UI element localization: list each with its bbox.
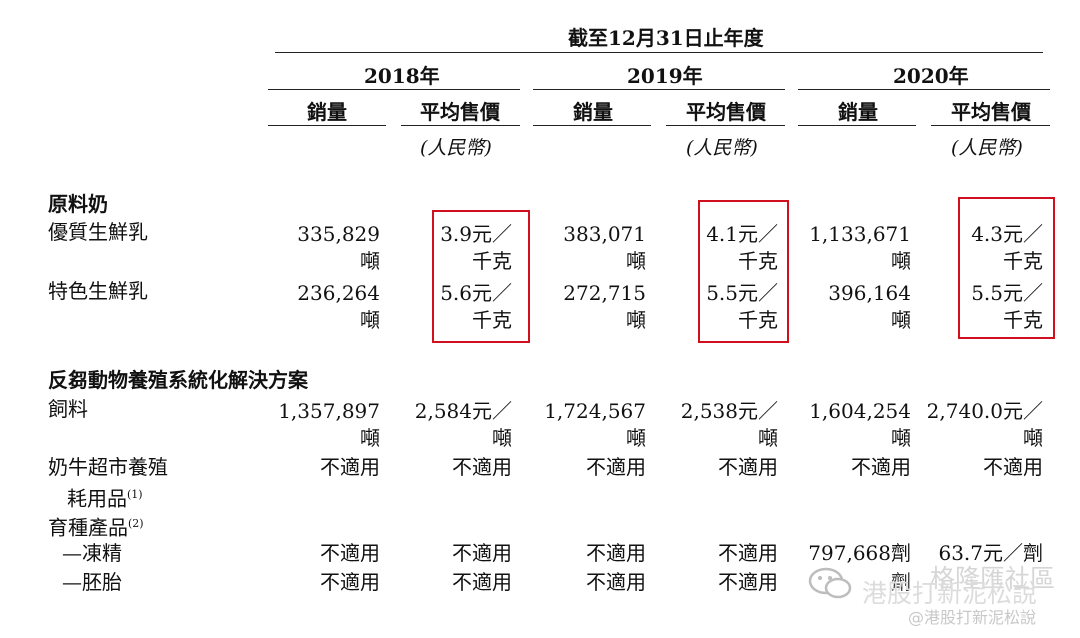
col-volume-2018: 銷量 bbox=[307, 100, 347, 124]
premium-volume-unit-2020: 噸 bbox=[891, 249, 911, 273]
specialty-price-unit-2018: 千克 bbox=[472, 308, 512, 332]
row-label-breeding: 育種產品(2) bbox=[48, 510, 144, 542]
specialty-price-2018: 5.6元／ bbox=[440, 281, 512, 305]
feed-price-2018: 2,584元／ bbox=[414, 399, 512, 423]
premium-volume-unit-2019: 噸 bbox=[626, 249, 646, 273]
row-label-specialty: 特色生鮮乳 bbox=[48, 279, 148, 303]
specialty-price-unit-2020: 千克 bbox=[1003, 308, 1043, 332]
highlight-box-2020 bbox=[958, 197, 1055, 339]
semen-price-2018: 不適用 bbox=[452, 541, 512, 565]
specialty-price-2020: 5.5元／ bbox=[971, 281, 1043, 305]
row-label-consumables-line2: 耗用品(1) bbox=[67, 481, 143, 513]
consumables-volume-2018: 不適用 bbox=[320, 455, 380, 479]
col-price-2019: 平均售價 bbox=[686, 100, 766, 124]
year-rule-2018 bbox=[268, 89, 520, 90]
footnote-2: (2) bbox=[128, 517, 144, 530]
premium-volume-2019: 383,071 bbox=[563, 222, 646, 246]
period-header: 截至12月31日止年度 bbox=[568, 26, 764, 50]
semen-volume-2019: 不適用 bbox=[586, 541, 646, 565]
year-2018: 2018年 bbox=[364, 64, 440, 88]
row-label-semen: —凍精 bbox=[62, 541, 122, 565]
consumables-volume-2020: 不適用 bbox=[851, 455, 911, 479]
col-volume-2020: 銷量 bbox=[838, 100, 878, 124]
premium-price-2018: 3.9元／ bbox=[440, 222, 512, 246]
specialty-volume-2019: 272,715 bbox=[563, 281, 646, 305]
premium-price-unit-2019: 千克 bbox=[738, 249, 778, 273]
feed-price-unit-2018: 噸 bbox=[492, 426, 512, 450]
feed-price-2019: 2,538元／ bbox=[680, 399, 778, 423]
embryo-volume-2019: 不適用 bbox=[586, 570, 646, 594]
price-unit-2019: (人民幣) bbox=[686, 137, 758, 159]
specialty-volume-unit-2018: 噸 bbox=[360, 308, 380, 332]
section-raw-milk: 原料奶 bbox=[48, 192, 108, 216]
semen-price-2019: 不適用 bbox=[718, 541, 778, 565]
feed-price-unit-2020: 噸 bbox=[1023, 426, 1043, 450]
embryo-price-2019: 不適用 bbox=[718, 570, 778, 594]
specialty-volume-2020: 396,164 bbox=[828, 281, 911, 305]
col-rule-price-2019 bbox=[666, 125, 785, 126]
specialty-volume-unit-2020: 噸 bbox=[891, 308, 911, 332]
price-unit-2018: (人民幣) bbox=[420, 137, 492, 159]
consumables-price-2019: 不適用 bbox=[718, 455, 778, 479]
embryo-volume-2020-partial: 劑 bbox=[891, 570, 911, 594]
watermark-handle: @港股打新泥松說 bbox=[908, 608, 1037, 627]
breeding-label-text: 育種產品 bbox=[48, 515, 128, 540]
feed-volume-unit-2018: 噸 bbox=[360, 426, 380, 450]
consumables-line2-text: 耗用品 bbox=[67, 486, 127, 511]
premium-price-2020: 4.3元／ bbox=[971, 222, 1043, 246]
footnote-1: (1) bbox=[127, 488, 143, 501]
premium-price-2019: 4.1元／ bbox=[706, 222, 778, 246]
col-rule-price-2020 bbox=[931, 125, 1050, 126]
col-rule-price-2018 bbox=[401, 125, 520, 126]
premium-price-unit-2018: 千克 bbox=[472, 249, 512, 273]
col-rule-vol-2019 bbox=[533, 125, 651, 126]
feed-price-2020: 2,740.0元／ bbox=[926, 399, 1043, 423]
specialty-price-2019: 5.5元／ bbox=[706, 281, 778, 305]
col-rule-vol-2020 bbox=[798, 125, 916, 126]
semen-volume-2018: 不適用 bbox=[320, 541, 380, 565]
feed-volume-2018: 1,357,897 bbox=[278, 399, 380, 423]
section-solutions: 反芻動物養殖系統化解決方案 bbox=[48, 368, 308, 392]
semen-volume-2020: 797,668劑 bbox=[808, 541, 911, 565]
year-2020: 2020年 bbox=[893, 64, 969, 88]
feed-volume-unit-2019: 噸 bbox=[626, 426, 646, 450]
premium-price-unit-2020: 千克 bbox=[1003, 249, 1043, 273]
semen-price-2020: 63.7元／劑 bbox=[938, 541, 1043, 565]
row-label-premium: 優質生鮮乳 bbox=[48, 220, 148, 244]
highlight-box-2018 bbox=[432, 210, 530, 343]
col-price-2020: 平均售價 bbox=[951, 100, 1031, 124]
year-2019: 2019年 bbox=[627, 64, 703, 88]
premium-volume-2020: 1,133,671 bbox=[809, 222, 911, 246]
row-label-consumables: 奶牛超市養殖 bbox=[48, 455, 168, 479]
header-rule-top bbox=[275, 52, 1043, 53]
embryo-price-2018: 不適用 bbox=[452, 570, 512, 594]
row-label-feed: 飼料 bbox=[48, 397, 88, 421]
specialty-price-unit-2019: 千克 bbox=[738, 308, 778, 332]
specialty-volume-unit-2019: 噸 bbox=[626, 308, 646, 332]
consumables-price-2020: 不適用 bbox=[983, 455, 1043, 479]
col-volume-2019: 銷量 bbox=[573, 100, 613, 124]
feed-volume-2019: 1,724,567 bbox=[544, 399, 646, 423]
watermark-community: 格隆匯社區 bbox=[930, 564, 1056, 593]
highlight-box-2019 bbox=[698, 200, 789, 343]
consumables-volume-2019: 不適用 bbox=[586, 455, 646, 479]
col-rule-vol-2018 bbox=[268, 125, 386, 126]
year-rule-2019 bbox=[533, 89, 785, 90]
wechat-icon bbox=[808, 566, 854, 602]
specialty-volume-2018: 236,264 bbox=[297, 281, 380, 305]
row-label-embryo: —胚胎 bbox=[62, 570, 122, 594]
feed-volume-unit-2020: 噸 bbox=[891, 426, 911, 450]
embryo-volume-2018: 不適用 bbox=[320, 570, 380, 594]
feed-price-unit-2019: 噸 bbox=[758, 426, 778, 450]
year-rule-2020 bbox=[798, 89, 1050, 90]
premium-volume-2018: 335,829 bbox=[297, 222, 380, 246]
premium-volume-unit-2018: 噸 bbox=[360, 249, 380, 273]
col-price-2018: 平均售價 bbox=[420, 100, 500, 124]
consumables-price-2018: 不適用 bbox=[452, 455, 512, 479]
price-unit-2020: (人民幣) bbox=[951, 137, 1023, 159]
watermark-account: 港股打新泥松說 bbox=[862, 579, 1038, 608]
feed-volume-2020: 1,604,254 bbox=[809, 399, 911, 423]
